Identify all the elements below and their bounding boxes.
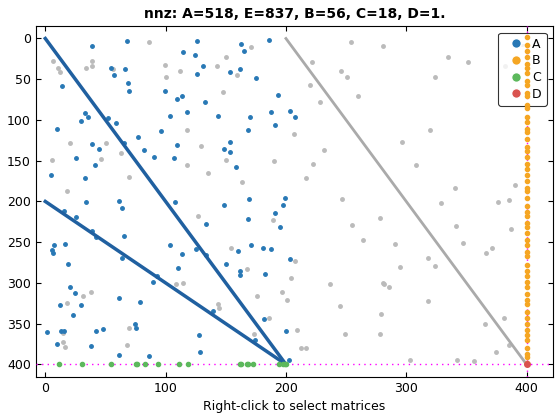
X-axis label: Right-click to select matrices: Right-click to select matrices <box>203 400 385 413</box>
Title: nnz: A=518, E=837, B=56, C=18, D=1.: nnz: A=518, E=837, B=56, C=18, D=1. <box>143 7 445 21</box>
Legend: A, B, C, D: A, B, C, D <box>498 32 547 106</box>
